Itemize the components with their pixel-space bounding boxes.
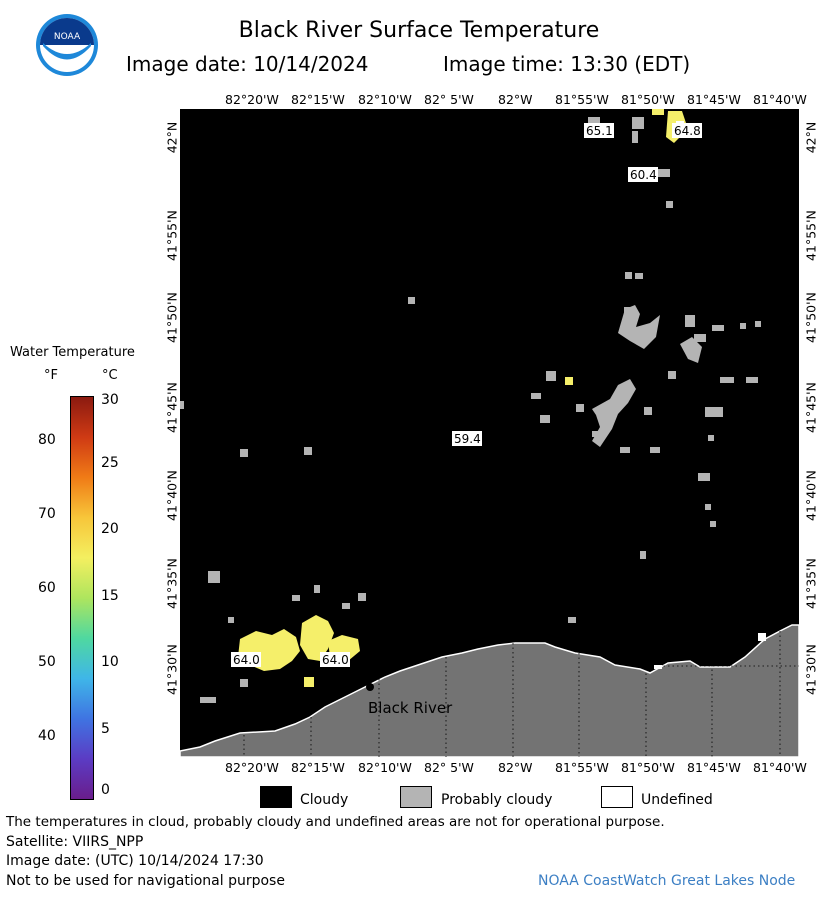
disclaimer-text: The temperatures in cloud, probably clou…: [6, 814, 665, 830]
colorbar-f-tick: 60: [38, 580, 56, 596]
lon-label-top: 81°45'W: [687, 92, 741, 107]
temp-label: 65.1: [586, 124, 613, 138]
colorbar-f-label: °F: [44, 368, 58, 383]
image-time: Image time: 13:30 (EDT): [443, 52, 691, 76]
colorbar-c-tick: 10: [101, 654, 119, 670]
lon-label-bottom: 82° 5'W: [424, 760, 474, 775]
page-title: Black River Surface Temperature: [238, 18, 600, 43]
colorbar-c-tick: 15: [101, 588, 119, 604]
lat-label-left: 41°50'N: [164, 292, 180, 343]
lon-label-top: 82°15'W: [291, 92, 345, 107]
colorbar-f-tick: 50: [38, 654, 56, 670]
black-river-marker-icon: [366, 683, 374, 691]
lat-label-left: 42°N: [164, 121, 180, 154]
key-undefined-swatch: [601, 786, 633, 808]
colorbar-f-tick: 70: [38, 506, 56, 522]
colorbar-c-tick: 30: [101, 392, 119, 408]
lon-label-top: 81°50'W: [621, 92, 675, 107]
temp-label: 59.4: [454, 432, 481, 446]
lon-label-top: 82°10'W: [358, 92, 412, 107]
svg-text:NOAA: NOAA: [54, 32, 81, 42]
navigation-warning: Not to be used for navigational purpose: [6, 873, 285, 889]
lat-label-left: 41°55'N: [164, 210, 180, 261]
credit-text: NOAA CoastWatch Great Lakes Node: [538, 873, 796, 889]
colorbar-c-tick: 25: [101, 455, 119, 471]
graticule: [243, 631, 799, 757]
lat-label-right: 42°N: [803, 121, 819, 154]
lat-label-left: 41°40'N: [164, 470, 180, 521]
image-date: Image date: 10/14/2024: [126, 52, 369, 76]
lat-label-left: 41°45'N: [164, 382, 180, 433]
key-probably-cloudy-swatch: [400, 786, 432, 808]
colorbar-c-tick: 20: [101, 521, 119, 537]
lon-label-bottom: 82°W: [498, 760, 533, 775]
lat-label-left: 41°35'N: [164, 558, 180, 609]
lon-label-top: 81°40'W: [753, 92, 807, 107]
lat-label-left: 41°30'N: [164, 644, 180, 695]
lon-label-bottom: 82°20'W: [225, 760, 279, 775]
colorbar-title: Water Temperature: [10, 345, 135, 360]
temp-label: 64.0: [322, 653, 349, 667]
lon-label-bottom: 81°50'W: [621, 760, 675, 775]
colorbar-c-tick: 5: [101, 721, 110, 737]
lon-label-bottom: 81°40'W: [753, 760, 807, 775]
temperature-value-labels: 65.1 64.8 60.4 59.4 64.0 64.0: [231, 123, 702, 667]
colorbar-c-tick: 0: [101, 782, 110, 798]
key-cloudy-swatch: [260, 786, 292, 808]
colorbar: [70, 396, 94, 800]
key-undefined-label: Undefined: [641, 792, 713, 808]
temp-label: 64.0: [233, 653, 260, 667]
land-area: [179, 624, 800, 758]
lat-label-right: 41°40'N: [803, 470, 819, 521]
colorbar-c-label: °C: [102, 368, 118, 383]
lon-label-top: 82° 5'W: [424, 92, 474, 107]
lat-label-right: 41°55'N: [803, 210, 819, 261]
lon-label-bottom: 81°55'W: [555, 760, 609, 775]
lon-label-top: 82°20'W: [225, 92, 279, 107]
colorbar-f-tick: 40: [38, 728, 56, 744]
lat-label-right: 41°45'N: [803, 382, 819, 433]
temp-label: 64.8: [674, 124, 701, 138]
map-canvas: 65.1 64.8 60.4 59.4 64.0 64.0 Black Rive…: [179, 109, 800, 758]
lon-label-top: 82°W: [498, 92, 533, 107]
colorbar-f-tick: 80: [38, 432, 56, 448]
temp-label: 60.4: [630, 168, 657, 182]
lon-label-bottom: 81°45'W: [687, 760, 741, 775]
lat-label-right: 41°35'N: [803, 558, 819, 609]
temperature-map: 65.1 64.8 60.4 59.4 64.0 64.0 Black Rive…: [179, 109, 800, 758]
noaa-logo-icon: NOAA: [36, 14, 98, 76]
key-cloudy-label: Cloudy: [300, 792, 349, 808]
key-probably-cloudy-label: Probably cloudy: [441, 792, 553, 808]
probably-cloudy-patches: [180, 117, 761, 703]
lon-label-top: 81°55'W: [555, 92, 609, 107]
lat-label-right: 41°30'N: [803, 644, 819, 695]
satellite-text: Satellite: VIIRS_NPP: [6, 834, 144, 850]
lat-label-right: 41°50'N: [803, 292, 819, 343]
black-river-label: Black River: [368, 699, 453, 717]
utc-date-text: Image date: (UTC) 10/14/2024 17:30: [6, 853, 264, 869]
lon-label-bottom: 82°15'W: [291, 760, 345, 775]
lon-label-bottom: 82°10'W: [358, 760, 412, 775]
noaa-logo: NOAA: [35, 13, 99, 77]
